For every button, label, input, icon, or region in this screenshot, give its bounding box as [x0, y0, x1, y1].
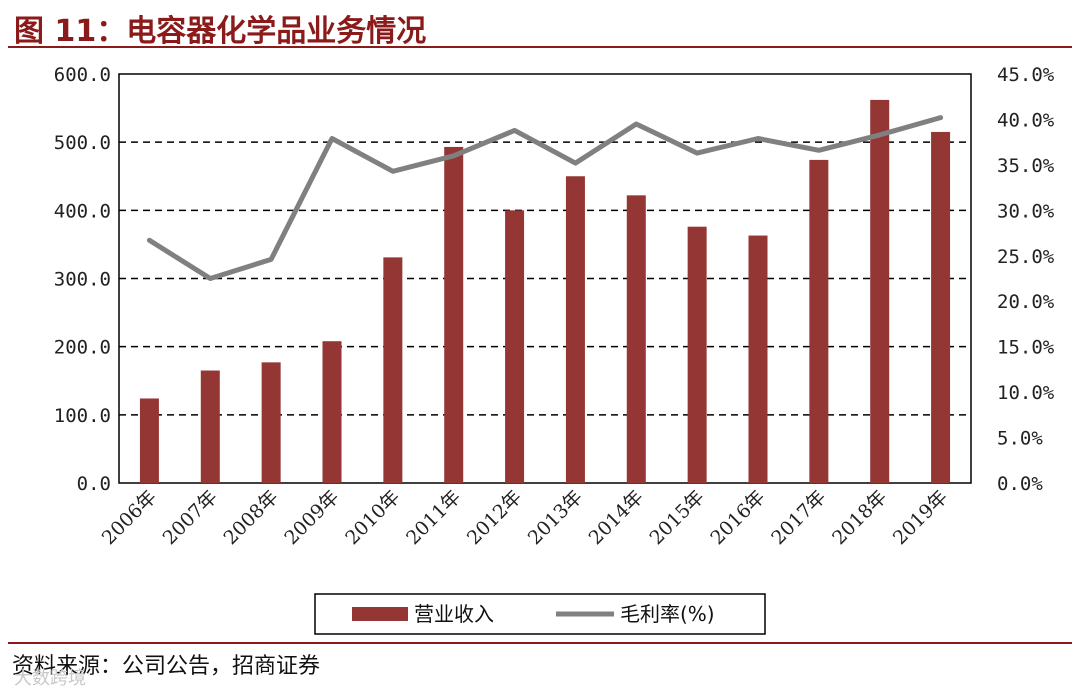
x-axis-tick-label: 2019年	[889, 486, 952, 549]
x-axis-tick-label: 2009年	[280, 486, 343, 549]
right-axis-tick-label: 0.0%	[997, 473, 1043, 495]
right-axis-tick-label: 20.0%	[997, 291, 1055, 313]
revenue-bar	[748, 235, 768, 483]
revenue-bar	[505, 210, 525, 484]
right-axis-tick-label: 15.0%	[997, 337, 1055, 359]
combo-chart: 0.0 100.0 200.0 300.0 400.0 500.0 600.0 0.0% 5.…	[54, 64, 1055, 635]
watermark: 大数跨境	[14, 668, 86, 689]
revenue-bar	[626, 195, 646, 483]
revenue-bars	[139, 99, 951, 484]
x-axis-tick-label: 2010年	[341, 486, 404, 549]
left-axis-tick-label: 300.0	[54, 269, 111, 291]
revenue-bar	[383, 257, 403, 483]
plot-area-frame	[118, 73, 972, 484]
revenue-bar	[444, 146, 464, 483]
revenue-bar	[200, 370, 220, 483]
left-axis-tick-label: 400.0	[54, 200, 111, 222]
title-rule	[8, 46, 1072, 48]
revenue-bar	[809, 159, 829, 483]
x-axis-tick-label: 2016年	[706, 486, 769, 549]
x-axis-tick-label: 2017年	[767, 486, 830, 549]
revenue-bar	[322, 341, 342, 483]
revenue-bar	[687, 226, 707, 483]
legend-revenue-swatch	[352, 607, 408, 621]
x-axis-tick-label: 2008年	[219, 486, 282, 549]
x-axis-tick-label: 2006年	[98, 486, 161, 549]
right-axis-tick-label: 5.0%	[997, 428, 1043, 450]
revenue-bar	[261, 362, 281, 483]
left-axis-tick-label: 0.0	[77, 473, 111, 495]
right-axis-tick-label: 10.0%	[997, 382, 1055, 404]
right-axis-tick-label: 30.0%	[997, 200, 1055, 222]
left-axis-tick-label: 200.0	[54, 337, 111, 359]
right-axis-tick-label: 25.0%	[997, 246, 1055, 268]
x-axis-tick-label: 2015年	[645, 486, 708, 549]
x-axis-tick-label: 2013年	[524, 486, 587, 549]
figure-title: 图 11：电容器化学品业务情况	[14, 14, 427, 49]
right-axis-tick-label: 45.0%	[997, 64, 1055, 86]
x-axis-tick-label: 2014年	[585, 486, 648, 549]
source-rule	[8, 642, 1072, 644]
x-axis-tick-label: 2011年	[402, 486, 465, 549]
left-axis-tick-label: 600.0	[54, 64, 111, 86]
left-axis-tick-label: 100.0	[54, 405, 111, 427]
legend: 营业收入 毛利率(%)	[314, 593, 766, 635]
revenue-bar	[139, 398, 159, 483]
left-axis-tick-label: 500.0	[54, 132, 111, 154]
x-axis-tick-label: 2018年	[828, 486, 891, 549]
margin-series-line	[146, 115, 944, 281]
right-axis-tick-label: 35.0%	[997, 155, 1055, 177]
x-axis-tick-label: 2007年	[159, 486, 222, 549]
revenue-bar	[870, 99, 890, 484]
legend-revenue-label: 营业收入	[414, 602, 494, 626]
source-note: 资料来源：公司公告，招商证券	[12, 654, 321, 679]
revenue-bar	[931, 131, 951, 484]
left-axis-ticks: 0.0 100.0 200.0 300.0 400.0 500.0 600.0	[54, 64, 111, 495]
right-axis-ticks: 0.0% 5.0% 10.0% 15.0% 20.0% 25.0% 30.0% 35.0% 40…	[997, 64, 1055, 495]
x-axis-tick-label: 2012年	[463, 486, 526, 549]
legend-margin-label: 毛利率(%)	[620, 602, 715, 626]
right-axis-tick-label: 40.0%	[997, 109, 1055, 131]
x-axis-ticks: 2006年2007年2008年2009年2010年2011年2012年2013年…	[98, 486, 952, 549]
revenue-bar	[565, 176, 585, 483]
gridlines	[119, 141, 971, 416]
margin-line	[146, 115, 944, 281]
